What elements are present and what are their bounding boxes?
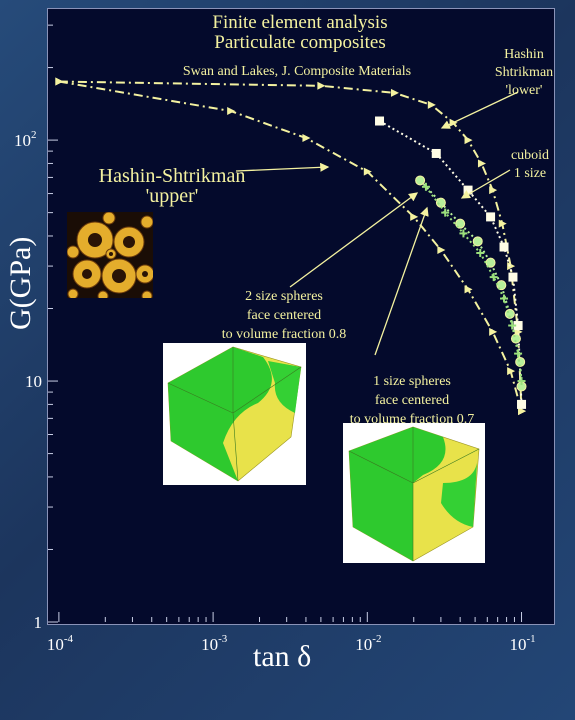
data-point-hs_lower [390, 88, 399, 97]
data-point-cuboid [508, 272, 518, 282]
series-line-spheres_1 [425, 186, 523, 382]
annotation-text: to volume fraction 0.8 [222, 327, 346, 342]
annotation-text: face centered [247, 308, 321, 323]
series-line-cuboid [379, 120, 523, 405]
data-point-hs_lower [477, 159, 486, 168]
data-point-hs_upper [464, 285, 473, 294]
data-point-hs_upper [363, 167, 372, 176]
axes: 10-4 10-3 10-2 10-1 1 10 102 [14, 24, 536, 654]
data-point-spheres_1 [489, 273, 498, 282]
annotation-arrow [374, 206, 429, 356]
x-tick-label: 10-2 [355, 633, 381, 654]
annotation-arrow [235, 162, 330, 172]
data-point-hs_lower [317, 81, 326, 90]
data-point-hs_upper [507, 367, 516, 376]
data-point-spheres_2 [435, 197, 446, 208]
annotation-text: 'lower' [506, 83, 543, 98]
data-point-cuboid [486, 212, 496, 222]
data-point-cuboid [499, 242, 509, 252]
annotation-text: Shtrikman [495, 65, 553, 80]
chart-title-line: Finite element analysis [212, 12, 387, 33]
data-point-hs_upper [302, 134, 311, 143]
data-point-hs_lower [498, 219, 507, 228]
annotation-text: Hashin-Shtrikman [99, 165, 246, 187]
data-point-spheres_1 [441, 208, 450, 217]
fe-mesh-image-2-size-spheres [163, 343, 306, 485]
data-point-spheres_2 [472, 236, 483, 247]
data-point-spheres_1 [517, 377, 526, 386]
series-line-hs_upper [58, 80, 523, 412]
data-point-hs_upper [227, 107, 236, 116]
data-point-spheres_1 [421, 182, 430, 191]
y-tick-label: 102 [14, 129, 37, 150]
data-point-cuboid [375, 116, 385, 126]
data-point-cuboid [463, 185, 473, 195]
x-tick-label: 10-1 [510, 633, 536, 654]
annotation-arrow [440, 91, 519, 129]
x-tick-label: 10-4 [47, 633, 74, 654]
data-point-spheres_1 [508, 321, 517, 330]
data-point-hs_lower [489, 186, 498, 195]
y-tick-label: 10 [25, 372, 42, 391]
data-point-cuboid [513, 321, 523, 331]
x-tick-label: 10-3 [201, 633, 228, 654]
y-axis-label: G(GPa) [4, 236, 37, 330]
annotation-arrow [289, 192, 419, 288]
data-point-hs_upper [437, 245, 446, 254]
data-point-spheres_1 [514, 349, 523, 358]
chart-title-line: Particulate composites [214, 32, 385, 53]
annotation-text: 2 size spheres [245, 289, 323, 304]
data-point-hs_upper [489, 327, 498, 336]
y-tick-label: 1 [34, 613, 43, 632]
annotation-arrow [460, 169, 511, 199]
data-point-hs_lower [427, 100, 436, 109]
annotation-text: 1 size [514, 166, 546, 181]
data-point-cuboid [431, 148, 441, 158]
annotation-text: cuboid [511, 148, 549, 163]
data-point-spheres_2 [415, 175, 426, 186]
annotation-text: 'upper' [146, 185, 199, 207]
data-point-cuboid [517, 399, 527, 409]
data-point-hs_lower [55, 77, 64, 86]
series-layer [55, 77, 527, 416]
data-point-hs_lower [464, 136, 473, 145]
annotation-text: Hashin [504, 47, 544, 62]
fe-mesh-image-1-size-spheres [343, 423, 485, 563]
chart-subtitle: Swan and Lakes, J. Composite Materials [183, 64, 411, 79]
data-point-spheres_1 [459, 229, 468, 238]
annotation-text: face centered [375, 393, 449, 408]
microstructure-image [67, 212, 153, 298]
data-point-hs_upper [410, 212, 419, 221]
data-point-hs_lower [518, 407, 527, 416]
data-point-hs_lower [507, 262, 516, 271]
annotation-text: 1 size spheres [373, 374, 451, 389]
x-axis-label: tan δ [253, 640, 312, 673]
data-point-spheres_1 [476, 248, 485, 257]
data-point-spheres_1 [500, 294, 509, 303]
series-line-spheres_2 [419, 179, 523, 387]
